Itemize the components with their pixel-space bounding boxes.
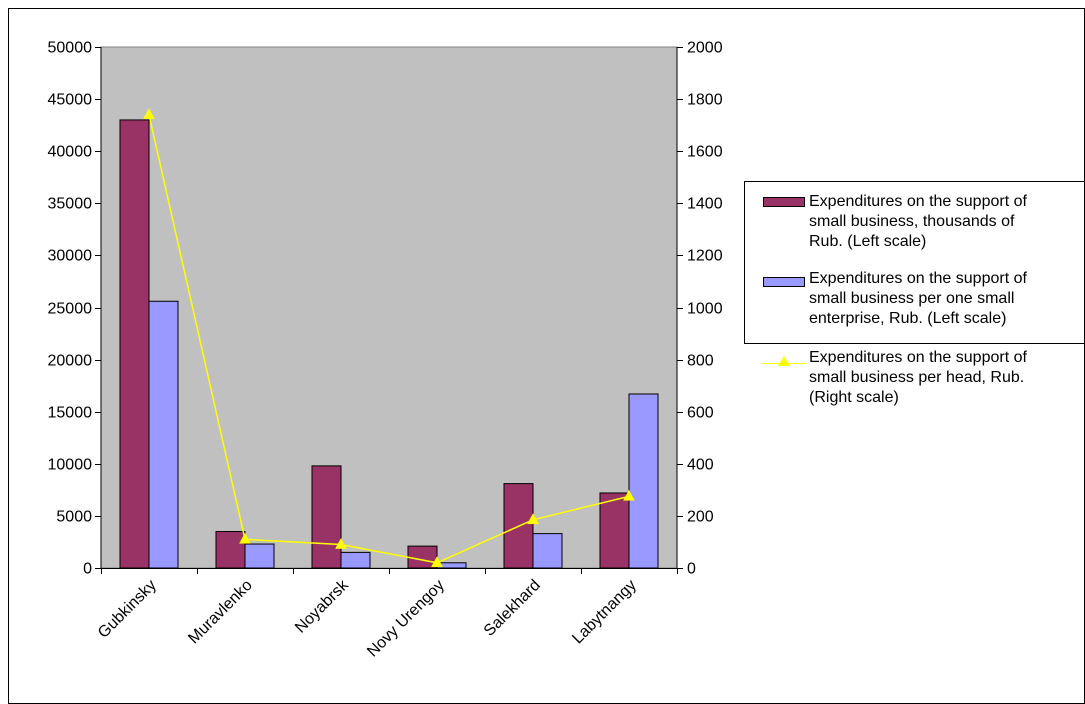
left-tick-label: 20000 [48, 353, 93, 370]
x-tick-label: Muravlenko [185, 577, 256, 648]
right-tick-label: 1200 [687, 248, 723, 265]
bar [311, 465, 342, 569]
right-tick-label: 1400 [687, 196, 723, 213]
left-tick-label: 35000 [48, 196, 93, 213]
left-axis: 0 5000 10000 15000 20000 25000 30000 35000 40000… [48, 40, 102, 578]
right-tick-label: 1600 [687, 144, 723, 161]
legend-swatch-total [763, 197, 805, 207]
right-tick-label: 0 [687, 561, 696, 578]
legend-swatch-per-enterprise [763, 277, 805, 287]
line-point-marker [623, 489, 635, 501]
right-axis: 0 200 400 600 800 1000 1200 1400 1600 1800 2000 [676, 40, 723, 578]
right-tick-label: 800 [687, 353, 714, 370]
line-point-marker [239, 532, 251, 544]
bar [244, 543, 275, 569]
left-tick-label: 5000 [56, 509, 92, 526]
legend-item-total: Expenditures on the support of small bus… [745, 192, 1085, 254]
left-tick-label: 30000 [48, 248, 93, 265]
x-tick-label: Labytnangy [569, 577, 640, 648]
legend-item-per-enterprise: Expenditures on the support of small bus… [745, 270, 1085, 334]
x-tick-label: Novy Urengoy [364, 577, 448, 661]
left-tick-label: 40000 [48, 144, 93, 161]
plot-area [100, 46, 678, 569]
bar [215, 531, 246, 569]
left-tick-label: 15000 [48, 405, 93, 422]
x-tick-label: Noyabrsk [292, 576, 353, 637]
right-tick-label: 2000 [687, 40, 723, 57]
legend-label-per-head: Expenditures on the support of small bus… [809, 349, 1027, 406]
x-tick-label: Gubkinsky [95, 577, 160, 642]
bar [340, 551, 371, 569]
right-tick-label: 200 [687, 509, 714, 526]
x-tick-label: Salekhard [481, 577, 544, 640]
line-point-marker [527, 513, 539, 525]
left-tick-label: 10000 [48, 457, 93, 474]
line-series-path [148, 114, 630, 564]
triangle-marker-icon [778, 356, 790, 366]
bar [628, 393, 659, 569]
right-tick-label: 1800 [687, 92, 723, 109]
left-tick-label: 0 [83, 561, 92, 578]
line-point-marker [143, 108, 155, 119]
bar [148, 300, 179, 569]
x-axis: Gubkinsky Muravlenko Noyabrsk Novy Urengoy S… [95, 568, 678, 661]
line-point-marker [431, 556, 443, 568]
bar [119, 119, 150, 569]
bar [599, 492, 630, 569]
left-tick-label: 50000 [48, 40, 93, 57]
line-series-group [143, 108, 635, 568]
legend-item-per-head: Expenditures on the support of small bus… [745, 349, 1085, 416]
right-tick-label: 1000 [687, 301, 723, 318]
bar-group [119, 119, 659, 569]
left-tick-label: 25000 [48, 301, 93, 318]
bar [532, 533, 563, 569]
legend-label-per-enterprise: Expenditures on the support of small bus… [809, 270, 1027, 327]
legend-label-total: Expenditures on the support of small bus… [809, 193, 1027, 250]
line-point-marker [335, 538, 347, 549]
right-tick-label: 600 [687, 405, 714, 422]
legend: Expenditures on the support of small bus… [744, 181, 1085, 406]
left-tick-label: 45000 [48, 92, 93, 109]
right-tick-label: 400 [687, 457, 714, 474]
